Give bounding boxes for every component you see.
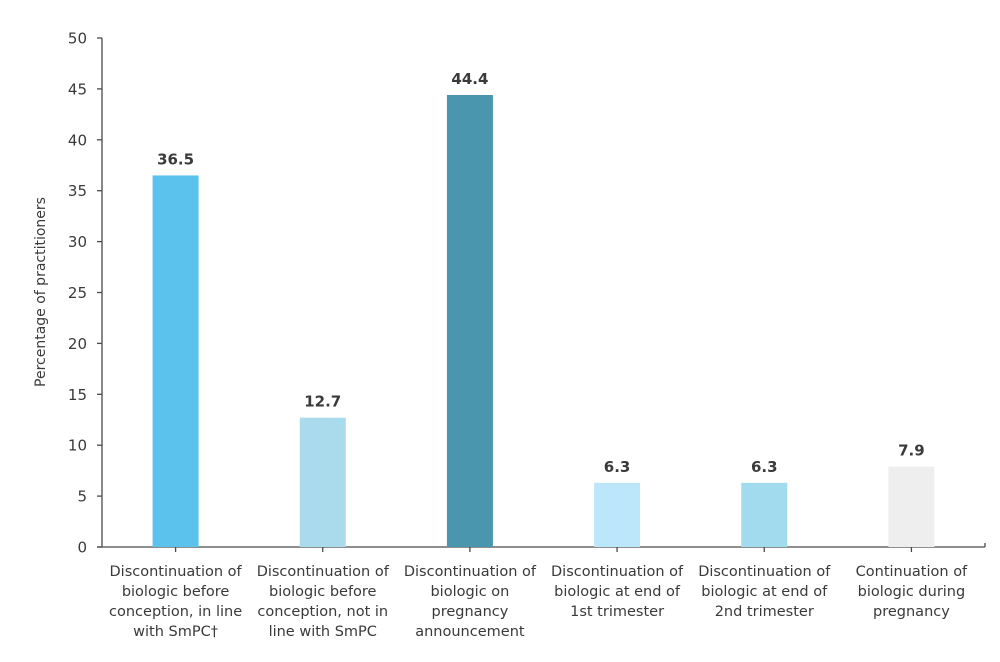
data-label: 12.7 xyxy=(304,393,341,411)
category-label-line: pregnancy xyxy=(873,604,950,620)
y-tick-label: 10 xyxy=(68,437,87,455)
data-label: 6.3 xyxy=(604,458,631,476)
y-tick-label: 45 xyxy=(68,80,87,98)
y-tick-label: 5 xyxy=(77,488,87,506)
bar xyxy=(152,175,199,547)
y-tick-label: 50 xyxy=(68,30,87,48)
bar xyxy=(299,417,346,547)
category-label-line: biologic before xyxy=(122,584,230,600)
category-label: Continuation of biologic during pregnancy xyxy=(856,564,968,620)
data-label: 36.5 xyxy=(157,150,194,168)
category-label: Discontinuation of biologic at end of 2nd … xyxy=(698,564,831,620)
bar xyxy=(594,482,641,547)
bars xyxy=(152,95,935,548)
y-axis: 0 5 10 15 20 25 30 35 40 45 50 xyxy=(68,30,103,557)
data-label: 7.9 xyxy=(898,442,925,460)
category-label-line: Discontinuation of xyxy=(110,564,243,580)
category-label-line: 1st trimester xyxy=(570,604,664,620)
category-label-line: conception, not in xyxy=(257,604,388,620)
category-label-line: Discontinuation of xyxy=(551,564,684,580)
y-tick-label: 35 xyxy=(68,182,87,200)
category-label-line: biologic at end of xyxy=(554,584,681,600)
y-tick-label: 25 xyxy=(68,284,87,302)
category-label-line: biologic before xyxy=(269,584,377,600)
category-label-line: Continuation of xyxy=(856,564,968,580)
y-tick-label: 15 xyxy=(68,386,87,404)
bar xyxy=(888,466,935,547)
category-label: Discontinuation of biologic on pregnancy an… xyxy=(404,564,537,640)
y-tick-label: 30 xyxy=(68,233,87,251)
category-label-line: biologic on xyxy=(430,584,509,600)
category-label-line: 2nd trimester xyxy=(715,604,814,620)
y-tick-label: 0 xyxy=(77,539,87,557)
category-label-line: Discontinuation of xyxy=(698,564,831,580)
category-label-line: pregnancy xyxy=(432,604,509,620)
category-label-line: Discontinuation of xyxy=(404,564,537,580)
category-label: Discontinuation of biologic before concept… xyxy=(257,564,390,640)
bar xyxy=(741,482,788,547)
category-label-line: announcement xyxy=(415,624,525,640)
x-axis xyxy=(97,543,986,552)
data-label: 44.4 xyxy=(451,70,488,88)
category-label-line: line with SmPC xyxy=(269,624,377,640)
category-label-line: conception, in line xyxy=(109,604,242,620)
category-label-line: biologic at end of xyxy=(701,584,828,600)
y-axis-title: Percentage of practitioners xyxy=(33,197,49,387)
data-labels: 36.5 12.7 44.4 6.3 6.3 7.9 xyxy=(157,70,925,476)
category-label-line: biologic during xyxy=(858,584,966,600)
category-labels: Discontinuation of biologic before concept… xyxy=(109,564,968,640)
data-label: 6.3 xyxy=(751,458,778,476)
category-label-line: Discontinuation of xyxy=(257,564,390,580)
category-label-line: with SmPC† xyxy=(133,624,218,640)
category-label: Discontinuation of biologic before concept… xyxy=(109,564,243,640)
y-tick-label: 40 xyxy=(68,131,87,149)
bar xyxy=(446,95,493,548)
category-label: Discontinuation of biologic at end of 1st … xyxy=(551,564,684,620)
y-tick-label: 20 xyxy=(68,335,87,353)
